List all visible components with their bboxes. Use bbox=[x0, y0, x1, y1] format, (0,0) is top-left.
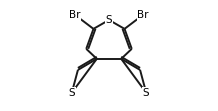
Text: Br: Br bbox=[137, 10, 149, 20]
Text: S: S bbox=[68, 88, 75, 98]
Text: Br: Br bbox=[69, 10, 81, 20]
Text: S: S bbox=[106, 15, 112, 25]
Text: S: S bbox=[143, 88, 150, 98]
